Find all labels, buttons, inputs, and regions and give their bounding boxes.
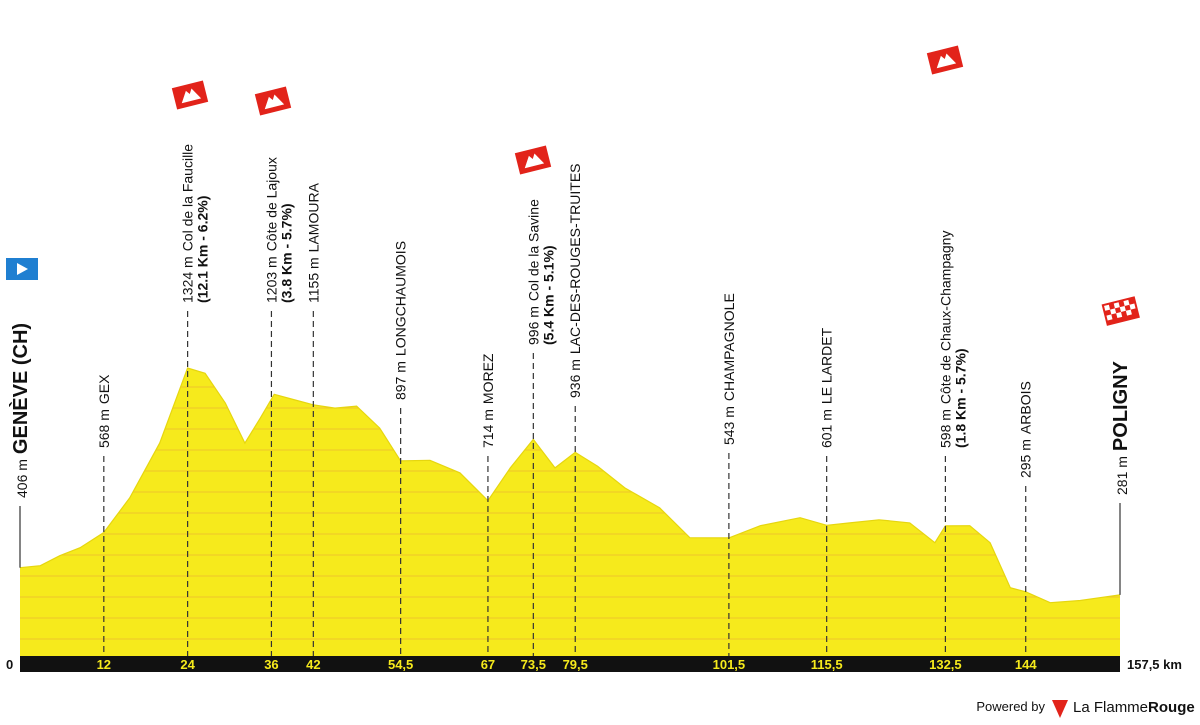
waypoint-elevation: 598 m — [937, 409, 953, 448]
waypoint-label: 897 m LONGCHAUMOIS — [393, 241, 409, 400]
waypoint-elevation: 897 m — [393, 361, 409, 400]
start-flag — [6, 258, 38, 280]
kom-icon — [514, 145, 552, 175]
waypoint-name: LAC-DES-ROUGES-TRUITES — [567, 164, 583, 355]
waypoint-label: 281 m POLIGNY — [1110, 360, 1132, 495]
footer: Powered by La FlammeRouge — [976, 699, 1195, 718]
waypoint-name: Côte de Lajoux — [263, 157, 279, 251]
finish-flag — [1101, 296, 1140, 326]
x-tick-label: 24 — [180, 657, 195, 672]
brand-regular: La Flamme — [1073, 699, 1148, 716]
waypoint-label: 601 m LE LARDET — [819, 327, 835, 448]
waypoint-elevation: 601 m — [819, 409, 835, 448]
kom-mountain — [181, 88, 202, 104]
waypoint-elevation: 295 m — [1018, 439, 1034, 478]
waypoint-label: 1155 m LAMOURA — [305, 182, 321, 303]
brand-logo — [1052, 700, 1068, 718]
waypoint-elevation: 936 m — [567, 359, 583, 398]
x-tick-label: 101,5 — [713, 657, 746, 672]
x-tick-label: 144 — [1015, 657, 1037, 672]
x-tick-label: 67 — [481, 657, 495, 672]
waypoint-label: 543 m CHAMPAGNOLE — [721, 293, 737, 445]
waypoint-name: GENÈVE (CH) — [9, 323, 32, 454]
climb-info: (1.8 Km - 5.7%) — [952, 348, 968, 448]
waypoint-elevation: 406 m — [14, 459, 30, 498]
kom-mountain — [936, 53, 957, 69]
brand-bold: Rouge — [1148, 699, 1195, 716]
waypoint-elevation: 1203 m — [263, 256, 279, 303]
waypoint-label: 406 m GENÈVE (CH) — [9, 323, 32, 498]
kom-mountain — [524, 153, 545, 169]
climb-info: (3.8 Km - 5.7%) — [278, 203, 294, 303]
waypoint-elevation: 543 m — [721, 406, 737, 445]
waypoint-label: 1324 m Col de la Faucille — [180, 144, 196, 303]
profile-area — [20, 368, 1120, 656]
waypoint-label: 568 m GEX — [96, 374, 112, 448]
x-tick-label: 12 — [97, 657, 111, 672]
waypoint-elevation: 281 m — [1114, 456, 1130, 495]
waypoint-name: Côte de Chaux-Champagny — [937, 231, 953, 405]
x-tick-label: 42 — [306, 657, 320, 672]
x-tick-label: 73,5 — [521, 657, 546, 672]
x-tick-label: 115,5 — [811, 657, 843, 672]
kom-icon — [926, 45, 964, 75]
kom-mountain — [264, 94, 285, 110]
climb-info: (5.4 Km - 5.1%) — [540, 245, 556, 345]
x-tick-label: 79,5 — [563, 657, 588, 672]
x-tick-label: 0 — [6, 657, 13, 672]
waypoint-name: LE LARDET — [819, 327, 835, 404]
waypoint-elevation: 714 m — [480, 409, 496, 448]
profile-line — [19, 367, 1121, 604]
plot: 0 12 24 36 42 54,5 67 73,5 79,5 101,5 115,5 132,5 14… — [6, 144, 1182, 672]
waypoint-label: 936 m LAC-DES-ROUGES-TRUITES — [567, 164, 583, 399]
waypoint-elevation: 1324 m — [180, 256, 196, 303]
waypoint-name: LONGCHAUMOIS — [393, 241, 409, 356]
x-tick-label: 157,5 km — [1127, 657, 1182, 672]
waypoint-name: POLIGNY — [1110, 360, 1132, 451]
waypoint-name: GEX — [96, 374, 112, 404]
waypoint-label: 295 m ARBOIS — [1018, 381, 1034, 478]
waypoint-name: CHAMPAGNOLE — [721, 293, 737, 401]
waypoint-elevation: 1155 m — [305, 257, 321, 303]
powered-by: Powered by — [976, 699, 1045, 714]
x-tick-label: 36 — [264, 657, 278, 672]
x-tick-label: 54,5 — [388, 657, 413, 672]
waypoint-name: LAMOURA — [305, 182, 321, 252]
brand: La FlammeRouge — [1073, 699, 1195, 716]
waypoint-label: 996 m Col de la Savine — [525, 199, 541, 345]
waypoint-name: MOREZ — [480, 353, 496, 404]
waypoint-name: ARBOIS — [1018, 381, 1034, 434]
waypoint-name: Col de la Savine — [525, 199, 541, 301]
climb-icons — [171, 45, 964, 175]
waypoint-label: 1203 m Côte de Lajoux — [263, 157, 279, 303]
waypoint-label: 714 m MOREZ — [480, 353, 496, 448]
x-tick-label: 132,5 — [929, 657, 962, 672]
km-bar — [20, 656, 1120, 672]
kom-icon — [171, 80, 209, 110]
waypoint-elevation: 568 m — [96, 409, 112, 448]
waypoint-label: 598 m Côte de Chaux-Champagny — [937, 231, 953, 448]
waypoint-elevation: 996 m — [525, 306, 541, 345]
kom-icon — [254, 86, 292, 116]
waypoint-name: Col de la Faucille — [180, 144, 196, 252]
climb-info: (12.1 Km - 6.2%) — [195, 196, 211, 303]
